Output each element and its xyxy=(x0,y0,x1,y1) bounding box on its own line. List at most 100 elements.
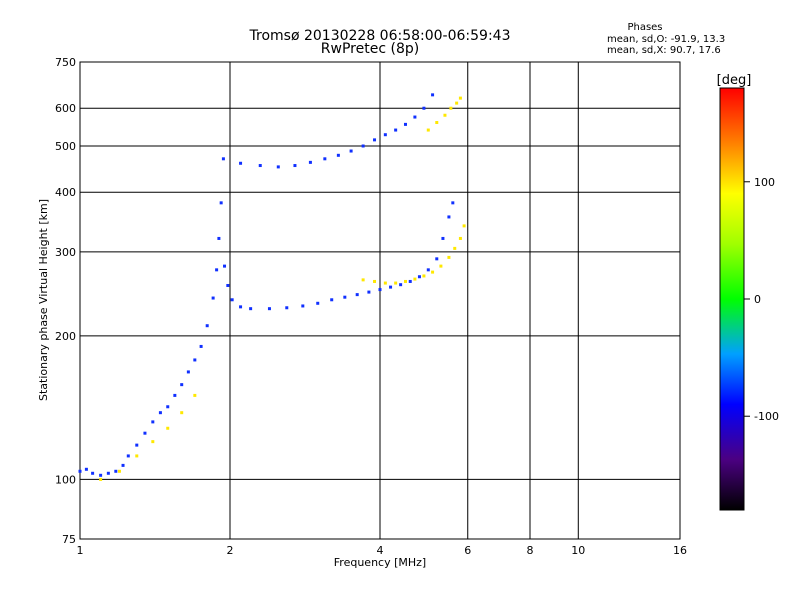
data-point xyxy=(219,201,223,205)
data-point xyxy=(258,164,262,168)
y-tick-label: 750 xyxy=(55,56,76,69)
data-point xyxy=(135,443,139,447)
data-point xyxy=(316,301,320,305)
x-tick-label: 2 xyxy=(227,544,234,557)
data-point xyxy=(151,420,155,424)
data-point xyxy=(361,144,365,148)
y-tick-label: 75 xyxy=(62,533,76,546)
data-point xyxy=(323,157,327,161)
colorbar xyxy=(719,87,745,511)
data-point xyxy=(180,383,184,387)
data-point xyxy=(84,467,88,471)
data-point xyxy=(199,344,203,348)
data-point xyxy=(383,281,387,285)
data-point xyxy=(308,160,312,164)
data-point xyxy=(441,236,445,240)
data-point xyxy=(449,106,453,110)
data-points xyxy=(78,93,466,481)
x-tick-label: 10 xyxy=(571,544,585,557)
data-point xyxy=(193,393,197,397)
data-point xyxy=(117,469,121,473)
data-point xyxy=(455,101,459,105)
data-point xyxy=(293,164,297,168)
data-point xyxy=(99,477,103,481)
data-point xyxy=(114,469,118,473)
data-point xyxy=(166,405,170,409)
data-point xyxy=(91,471,95,475)
data-point xyxy=(373,279,377,283)
phase-stats-heading: Phases xyxy=(627,22,662,33)
data-point xyxy=(435,257,439,261)
data-point xyxy=(99,473,103,477)
data-point xyxy=(143,431,147,435)
data-point xyxy=(447,215,451,219)
data-point xyxy=(355,293,359,297)
data-point xyxy=(230,298,234,302)
data-point xyxy=(431,270,435,274)
data-point xyxy=(221,157,225,161)
data-point xyxy=(439,264,443,268)
data-point xyxy=(373,138,377,142)
data-point xyxy=(226,283,230,287)
data-point xyxy=(361,278,365,282)
colorbar-label: [deg] xyxy=(717,73,752,88)
data-point xyxy=(403,122,407,126)
data-point xyxy=(349,149,353,153)
data-point xyxy=(205,324,209,328)
data-point xyxy=(408,279,412,283)
data-point xyxy=(135,454,139,458)
x-tick-label: 8 xyxy=(527,544,534,557)
colorbar-tick-label: 100 xyxy=(754,176,775,189)
data-point xyxy=(211,296,215,300)
data-point xyxy=(336,153,340,157)
data-point xyxy=(285,306,289,310)
data-point xyxy=(451,201,455,205)
y-tick-label: 500 xyxy=(55,140,76,153)
phase-stats-x: mean, sd,X: 90.7, 17.6 xyxy=(607,45,721,56)
data-point xyxy=(378,288,382,292)
data-point xyxy=(447,255,451,259)
data-point xyxy=(173,393,177,397)
y-axis-label: Stationary phase Virtual Height [km] xyxy=(37,199,50,401)
y-tick-label: 200 xyxy=(55,330,76,343)
data-point xyxy=(458,236,462,240)
data-point xyxy=(217,236,221,240)
x-tick-label: 1 xyxy=(77,544,84,557)
data-point xyxy=(78,469,82,473)
data-point xyxy=(121,463,125,467)
data-point xyxy=(158,411,162,415)
phase-stats-o: mean, sd,O: -91.9, 13.3 xyxy=(607,34,725,45)
y-axis-ticks: 75 100 200 300 400 500 600 750 xyxy=(55,56,76,546)
data-point xyxy=(276,165,280,169)
data-point xyxy=(151,440,155,444)
data-point xyxy=(106,471,110,475)
data-point xyxy=(126,454,130,458)
x-axis-label: Frequency [MHz] xyxy=(334,556,426,569)
data-point xyxy=(239,305,243,309)
data-point xyxy=(458,96,462,100)
data-point xyxy=(426,268,430,272)
y-tick-label: 600 xyxy=(55,102,76,115)
data-point xyxy=(431,93,435,97)
data-point xyxy=(413,277,417,281)
data-point xyxy=(426,128,430,132)
data-point xyxy=(417,275,421,279)
data-point xyxy=(403,279,407,283)
data-point xyxy=(453,246,457,250)
data-point xyxy=(443,113,447,117)
data-point xyxy=(413,115,417,119)
data-point xyxy=(301,304,305,308)
grid-lines xyxy=(80,62,680,539)
data-point xyxy=(330,298,334,302)
data-point xyxy=(180,411,184,415)
x-tick-label: 6 xyxy=(464,544,471,557)
x-axis-ticks: 1 2 4 6 8 10 16 xyxy=(77,544,688,557)
data-point xyxy=(367,290,371,294)
data-point xyxy=(166,426,170,430)
data-point xyxy=(399,283,403,287)
data-point xyxy=(223,264,227,268)
colorbar-ticks: 100 0 -100 xyxy=(744,176,779,423)
colorbar-tick-label: -100 xyxy=(754,410,779,423)
data-point xyxy=(193,358,197,362)
